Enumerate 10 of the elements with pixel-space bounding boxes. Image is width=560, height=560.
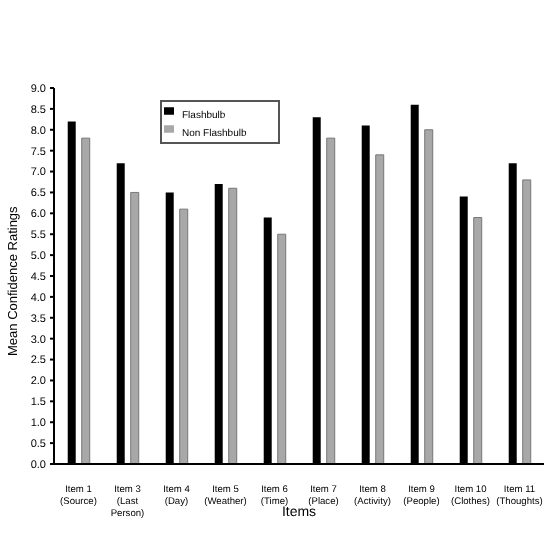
- bar: [424, 129, 434, 464]
- bar: [375, 154, 385, 464]
- bar: [130, 191, 140, 464]
- bar: [81, 137, 91, 464]
- bar: [228, 187, 238, 464]
- bar: [522, 179, 532, 464]
- bar: [326, 137, 336, 464]
- bar: [277, 233, 287, 464]
- bar: [473, 217, 483, 464]
- bar: [179, 208, 189, 464]
